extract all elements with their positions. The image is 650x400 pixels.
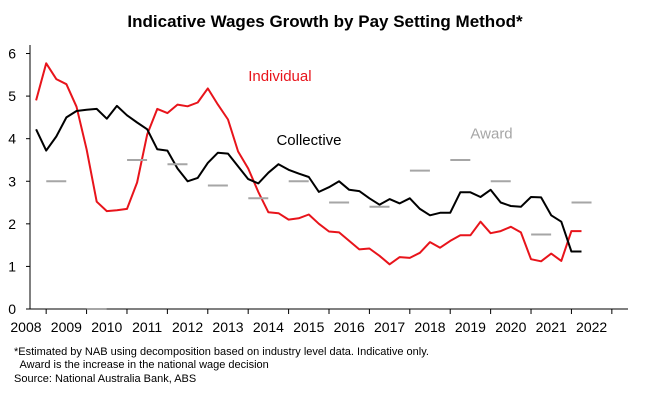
x-tick-label: 2018 bbox=[414, 319, 445, 335]
footnote-award: Award is the increase in the national wa… bbox=[14, 359, 269, 371]
y-tick-label: 3 bbox=[8, 173, 16, 189]
x-tick-label: 2008 bbox=[10, 319, 41, 335]
series-labels: Individual Collective Award bbox=[248, 68, 512, 149]
individual-line bbox=[35, 62, 582, 266]
individual-label: Individual bbox=[248, 68, 311, 85]
y-tick-label: 5 bbox=[8, 88, 16, 104]
y-tick-label: 2 bbox=[8, 216, 16, 232]
footnote-estimate: *Estimated by NAB using decomposition ba… bbox=[14, 346, 429, 358]
y-tick-label: 6 bbox=[8, 46, 16, 62]
x-tick-label: 2016 bbox=[334, 319, 365, 335]
x-tick-label: 2019 bbox=[455, 319, 486, 335]
chart: Indicative Wages Growth by Pay Setting M… bbox=[8, 12, 628, 335]
y-tick-label: 0 bbox=[8, 301, 16, 317]
x-tick-label: 2020 bbox=[495, 319, 526, 335]
collective-label: Collective bbox=[276, 132, 341, 149]
x-tick-label: 2009 bbox=[51, 319, 82, 335]
x-tick-label: 2014 bbox=[253, 319, 284, 335]
x-tick-label: 2010 bbox=[91, 319, 122, 335]
x-tick-label: 2012 bbox=[172, 319, 203, 335]
award-label: Award bbox=[470, 126, 512, 143]
x-tick-label: 2011 bbox=[132, 319, 162, 335]
x-tick-label: 2013 bbox=[212, 319, 243, 335]
chart-title: Indicative Wages Growth by Pay Setting M… bbox=[127, 12, 523, 31]
x-tick-label: 2017 bbox=[374, 319, 405, 335]
x-axis: 2008 2009 2010 2011 2012 2013 2014 2015 2016 2017… bbox=[10, 308, 628, 335]
y-axis: 0 1 2 3 4 5 6 bbox=[8, 45, 31, 317]
collective-line bbox=[35, 104, 582, 253]
y-tick-label: 4 bbox=[8, 131, 16, 147]
x-tick-label: 2021 bbox=[536, 319, 567, 335]
x-tick-label: 2022 bbox=[576, 319, 607, 335]
plot-series bbox=[35, 62, 592, 310]
y-tick-label: 1 bbox=[8, 258, 16, 274]
x-tick-label: 2015 bbox=[293, 319, 324, 335]
source-note: Source: National Australia Bank, ABS bbox=[14, 373, 197, 385]
